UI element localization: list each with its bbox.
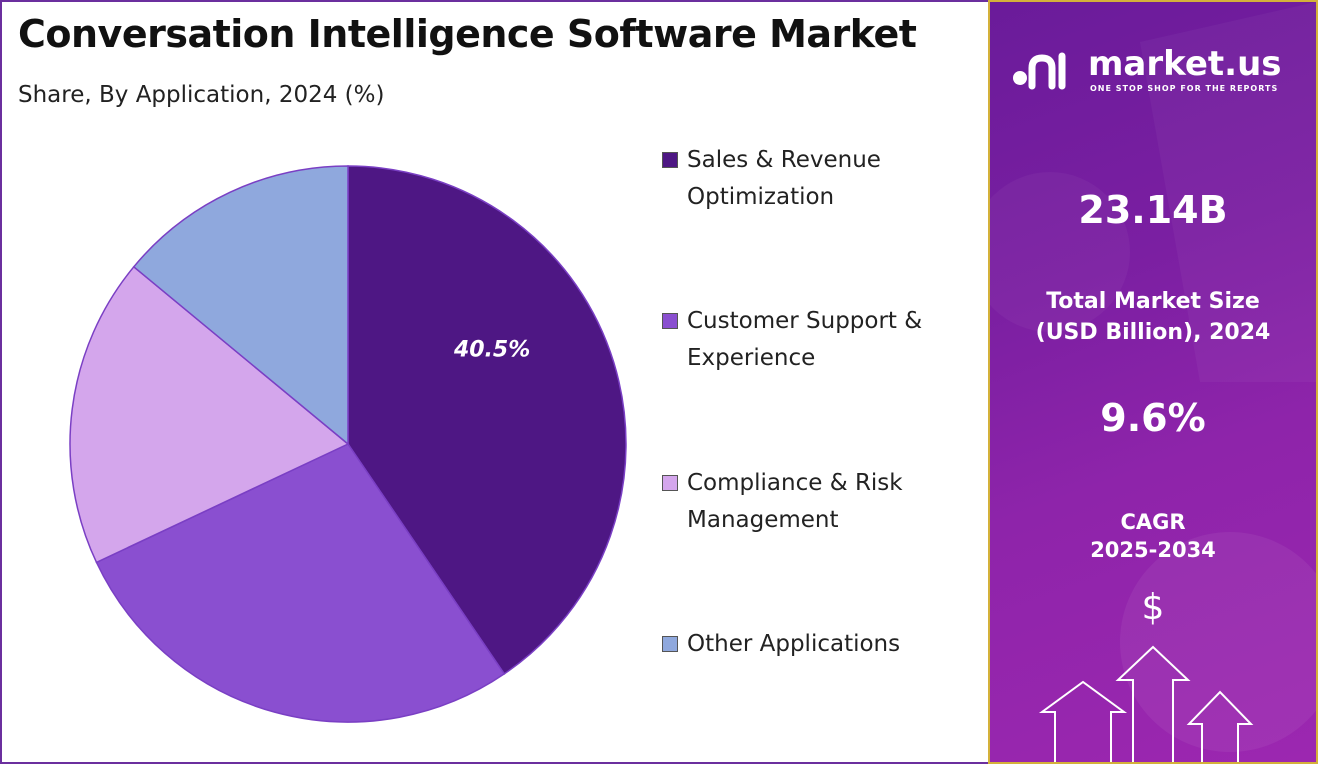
market-size-value: 23.14B xyxy=(1078,188,1228,232)
brand-tagline: ONE STOP SHOP FOR THE REPORTS xyxy=(1090,84,1279,93)
market-size-label-line2: (USD Billion), 2024 xyxy=(1035,320,1271,345)
chart-panel: Conversation Intelligence Software Marke… xyxy=(0,0,988,764)
cagr-label: CAGR xyxy=(1120,510,1186,534)
legend-label: Customer Support & Experience xyxy=(687,308,923,371)
legend-label: Compliance & Risk Management xyxy=(687,470,903,533)
legend-label: Other Applications xyxy=(687,631,901,657)
pie-slice-customer-support xyxy=(95,443,506,723)
legend-swatch xyxy=(662,152,678,168)
cagr-period: 2025-2034 xyxy=(1090,538,1216,562)
pie-chart: 40.5% xyxy=(69,165,627,723)
legend-swatch xyxy=(662,636,678,652)
dollar-icon: $ xyxy=(1141,587,1165,628)
legend-swatch xyxy=(662,475,678,491)
pie-slice-compliance xyxy=(69,265,350,564)
brand-name: market.us xyxy=(1088,44,1282,84)
legend-label: Sales & Revenue Optimization xyxy=(687,147,881,210)
market-size-label-line1: Total Market Size xyxy=(1046,289,1260,314)
pie-slice-sales xyxy=(347,165,627,675)
legend-swatch xyxy=(662,313,678,329)
summary-panel: market.us ONE STOP SHOP FOR THE REPORTS … xyxy=(988,0,1318,764)
background-decoration xyxy=(990,2,1316,762)
market-us-logo-icon xyxy=(1013,52,1066,90)
pie-slice-other xyxy=(132,165,349,446)
brand-logo: market.us ONE STOP SHOP FOR THE REPORTS xyxy=(1010,42,1300,102)
chart-subtitle: Share, By Application, 2024 (%) xyxy=(18,82,385,108)
cagr-value: 9.6% xyxy=(1100,396,1206,440)
chart-title: Conversation Intelligence Software Marke… xyxy=(18,12,917,56)
arrow-up-icon xyxy=(1038,645,1254,762)
slice-data-label: 40.5% xyxy=(453,338,530,363)
